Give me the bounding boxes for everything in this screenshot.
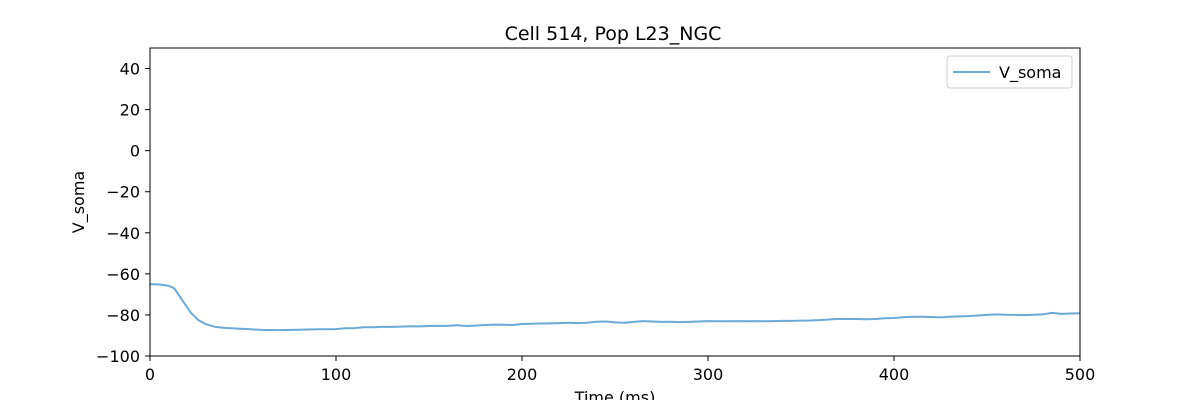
axes-frame xyxy=(149,47,1081,357)
y-tick-label: −80 xyxy=(106,306,140,325)
y-tick-label: 20 xyxy=(120,101,140,120)
y-tick-label: −60 xyxy=(106,265,140,284)
legend-frame xyxy=(946,55,1073,89)
series-line-0 xyxy=(149,283,1081,332)
y-axis-title: V_soma xyxy=(69,171,89,233)
y-tick-label: 40 xyxy=(120,60,140,79)
legend: V_soma xyxy=(946,55,1073,89)
x-tick-label: 400 xyxy=(879,365,910,384)
x-tick-label: 200 xyxy=(507,365,538,384)
y-tick-label: −100 xyxy=(96,347,140,366)
x-tick-label: 300 xyxy=(693,365,724,384)
x-tick-label: 0 xyxy=(145,365,155,384)
y-tick-label: 0 xyxy=(130,142,140,161)
plot-area xyxy=(149,47,1081,357)
axes-ticks: 0 100 200 300 400 500 −100 −80 −60 −40 −20 0 20 40 xyxy=(96,60,1095,384)
chart-title: Cell 514, Pop L23_NGC xyxy=(505,23,722,45)
y-tick-label: −40 xyxy=(106,224,140,243)
x-tick-label: 500 xyxy=(1065,365,1096,384)
legend-label: V_soma xyxy=(999,63,1061,83)
x-tick-label: 100 xyxy=(321,365,352,384)
x-axis-title: Time (ms) xyxy=(574,388,656,400)
y-tick-label: −20 xyxy=(106,183,140,202)
